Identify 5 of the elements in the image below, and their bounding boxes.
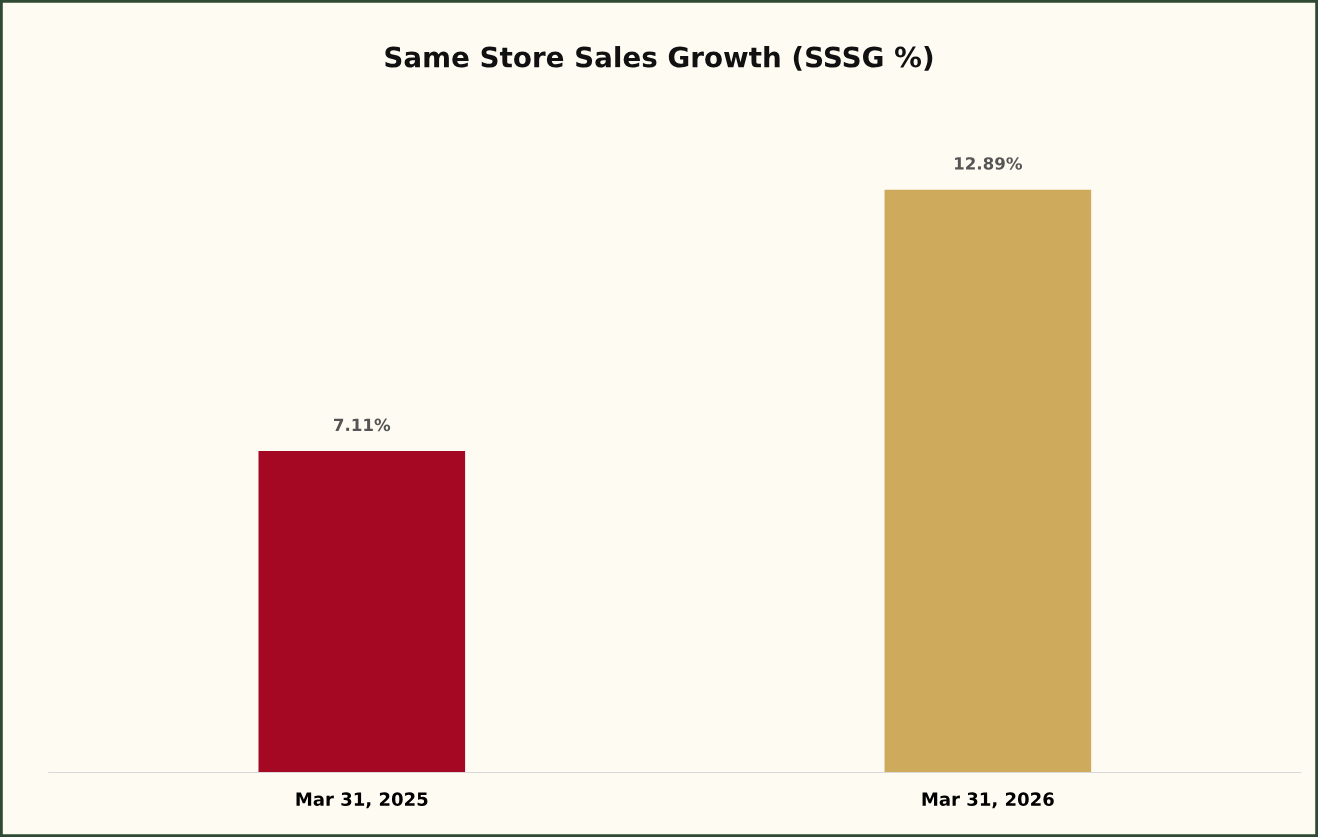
x-tick-label: Mar 31, 2026 — [922, 792, 1054, 809]
chart-title: Same Store Sales Growth (SSSG %) — [385, 46, 933, 71]
x-tick-label: Mar 31, 2025 — [296, 792, 428, 809]
data-label: 12.89% — [955, 157, 1023, 170]
data-label: 7.11% — [334, 418, 391, 432]
